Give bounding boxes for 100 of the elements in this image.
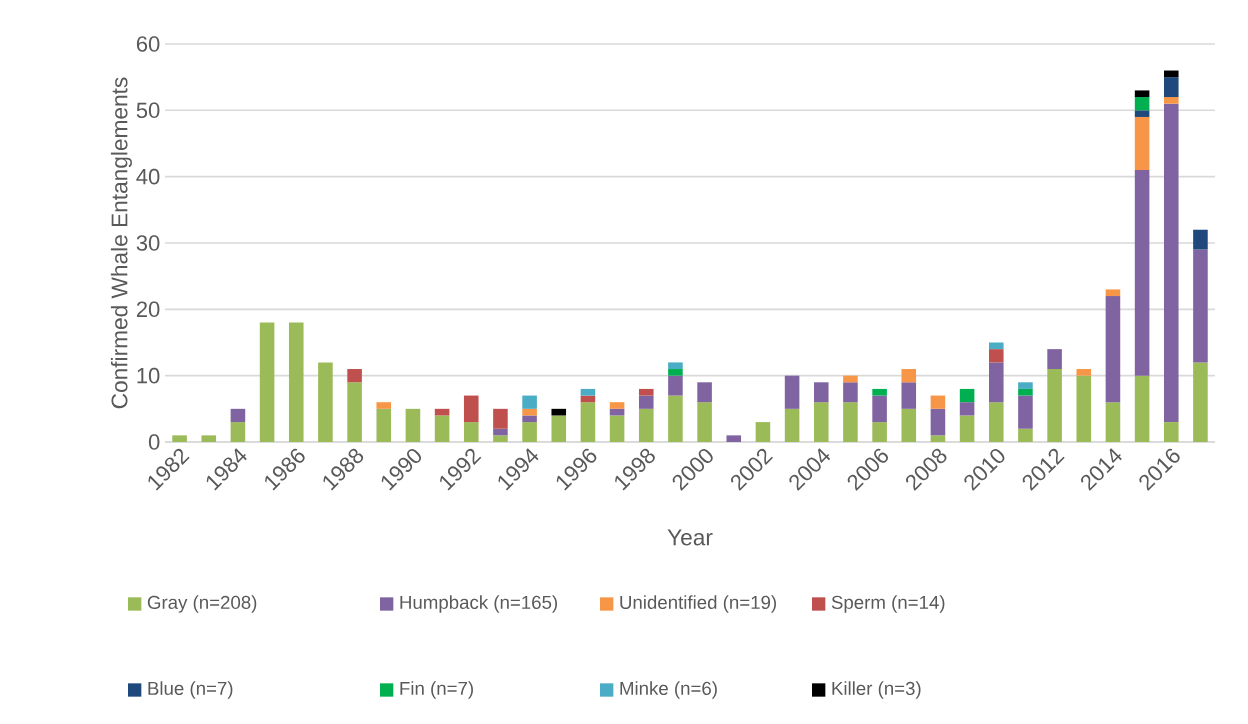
bar	[959, 415, 975, 442]
bar	[988, 402, 1004, 442]
legend-label: Killer (n=3)	[832, 681, 921, 699]
bar	[288, 322, 304, 442]
legend-label: Sperm (n=14)	[831, 595, 945, 613]
bar	[1105, 289, 1121, 297]
bar	[638, 408, 654, 442]
bar	[1193, 249, 1208, 363]
bar	[1134, 110, 1150, 117]
bar	[872, 395, 887, 423]
bar	[493, 408, 508, 429]
bar	[872, 422, 887, 442]
bar	[930, 408, 946, 436]
bar	[1018, 428, 1033, 442]
bar	[901, 382, 917, 409]
bar	[347, 382, 362, 442]
bar	[668, 375, 683, 396]
bar	[784, 408, 800, 442]
bar	[1193, 229, 1208, 250]
bar	[434, 415, 450, 442]
bar	[609, 415, 625, 442]
bar	[843, 402, 858, 442]
bar	[638, 388, 654, 396]
bar	[1076, 369, 1092, 376]
bar	[463, 422, 479, 442]
bar	[930, 435, 946, 442]
bar	[843, 382, 858, 403]
bar	[638, 395, 654, 409]
bar	[959, 388, 975, 403]
y-tick-label: 30	[136, 235, 160, 251]
bar	[230, 422, 246, 442]
legend-label: Blue (n=7)	[148, 681, 233, 699]
bar	[668, 362, 683, 370]
bar	[1018, 388, 1033, 396]
bar	[259, 322, 275, 442]
bar	[580, 402, 596, 442]
bar	[988, 342, 1004, 350]
bar	[959, 402, 975, 416]
y-tick-label: 20	[136, 301, 160, 318]
bar	[522, 415, 537, 423]
bar	[580, 388, 596, 396]
bar	[1047, 369, 1062, 442]
bar	[463, 395, 479, 423]
bar	[755, 422, 771, 442]
bar	[551, 408, 567, 416]
y-tick-label: 40	[136, 168, 160, 185]
bar	[988, 349, 1004, 363]
bar	[1076, 375, 1092, 442]
bar	[1105, 296, 1121, 403]
y-tick-label: 50	[136, 102, 160, 119]
bar	[1018, 395, 1033, 429]
bar	[1047, 349, 1062, 370]
bar	[1134, 116, 1150, 171]
bar	[726, 435, 742, 442]
y-tick-label: 10	[137, 367, 160, 384]
bar	[1105, 402, 1121, 442]
bar	[930, 395, 946, 409]
bar	[668, 395, 683, 442]
y-axis-title: Confirmed Whale Entanglements	[110, 77, 132, 409]
bar	[901, 369, 917, 383]
bar	[813, 402, 829, 442]
bar	[697, 382, 712, 403]
bar	[230, 408, 246, 423]
bar	[522, 395, 537, 409]
bar	[376, 402, 392, 409]
bar	[405, 408, 421, 442]
bar	[493, 435, 508, 442]
bar	[668, 369, 683, 376]
bar	[522, 422, 537, 442]
bar	[609, 402, 625, 409]
x-axis-title: Year	[667, 529, 713, 546]
bar	[843, 375, 858, 383]
bar	[318, 362, 333, 442]
bar	[551, 415, 567, 442]
bar	[172, 435, 187, 442]
legend-label: Gray (n=208)	[147, 595, 257, 613]
bar	[347, 369, 362, 383]
legend-label: Minke (n=6)	[620, 681, 717, 699]
bar	[813, 382, 829, 403]
legend-label: Unidentified (n=19)	[620, 595, 776, 613]
bar	[988, 362, 1004, 403]
bar	[1134, 375, 1150, 442]
y-tick-label: 60	[136, 36, 160, 52]
bar	[376, 408, 392, 442]
legend-label: Fin (n=7)	[400, 681, 473, 699]
bar	[1163, 422, 1179, 442]
bar	[1163, 77, 1179, 98]
bar	[872, 388, 887, 396]
bar	[493, 428, 508, 436]
bar	[1134, 170, 1150, 376]
bar	[201, 435, 217, 442]
bar	[1163, 97, 1179, 104]
legend-label: Humpback (n=165)	[400, 595, 558, 613]
bar	[1018, 382, 1033, 389]
bar	[697, 402, 712, 442]
bar	[1193, 362, 1208, 442]
bar	[1134, 90, 1150, 98]
bar	[901, 408, 917, 442]
bar	[522, 408, 537, 416]
bar	[1163, 103, 1179, 423]
